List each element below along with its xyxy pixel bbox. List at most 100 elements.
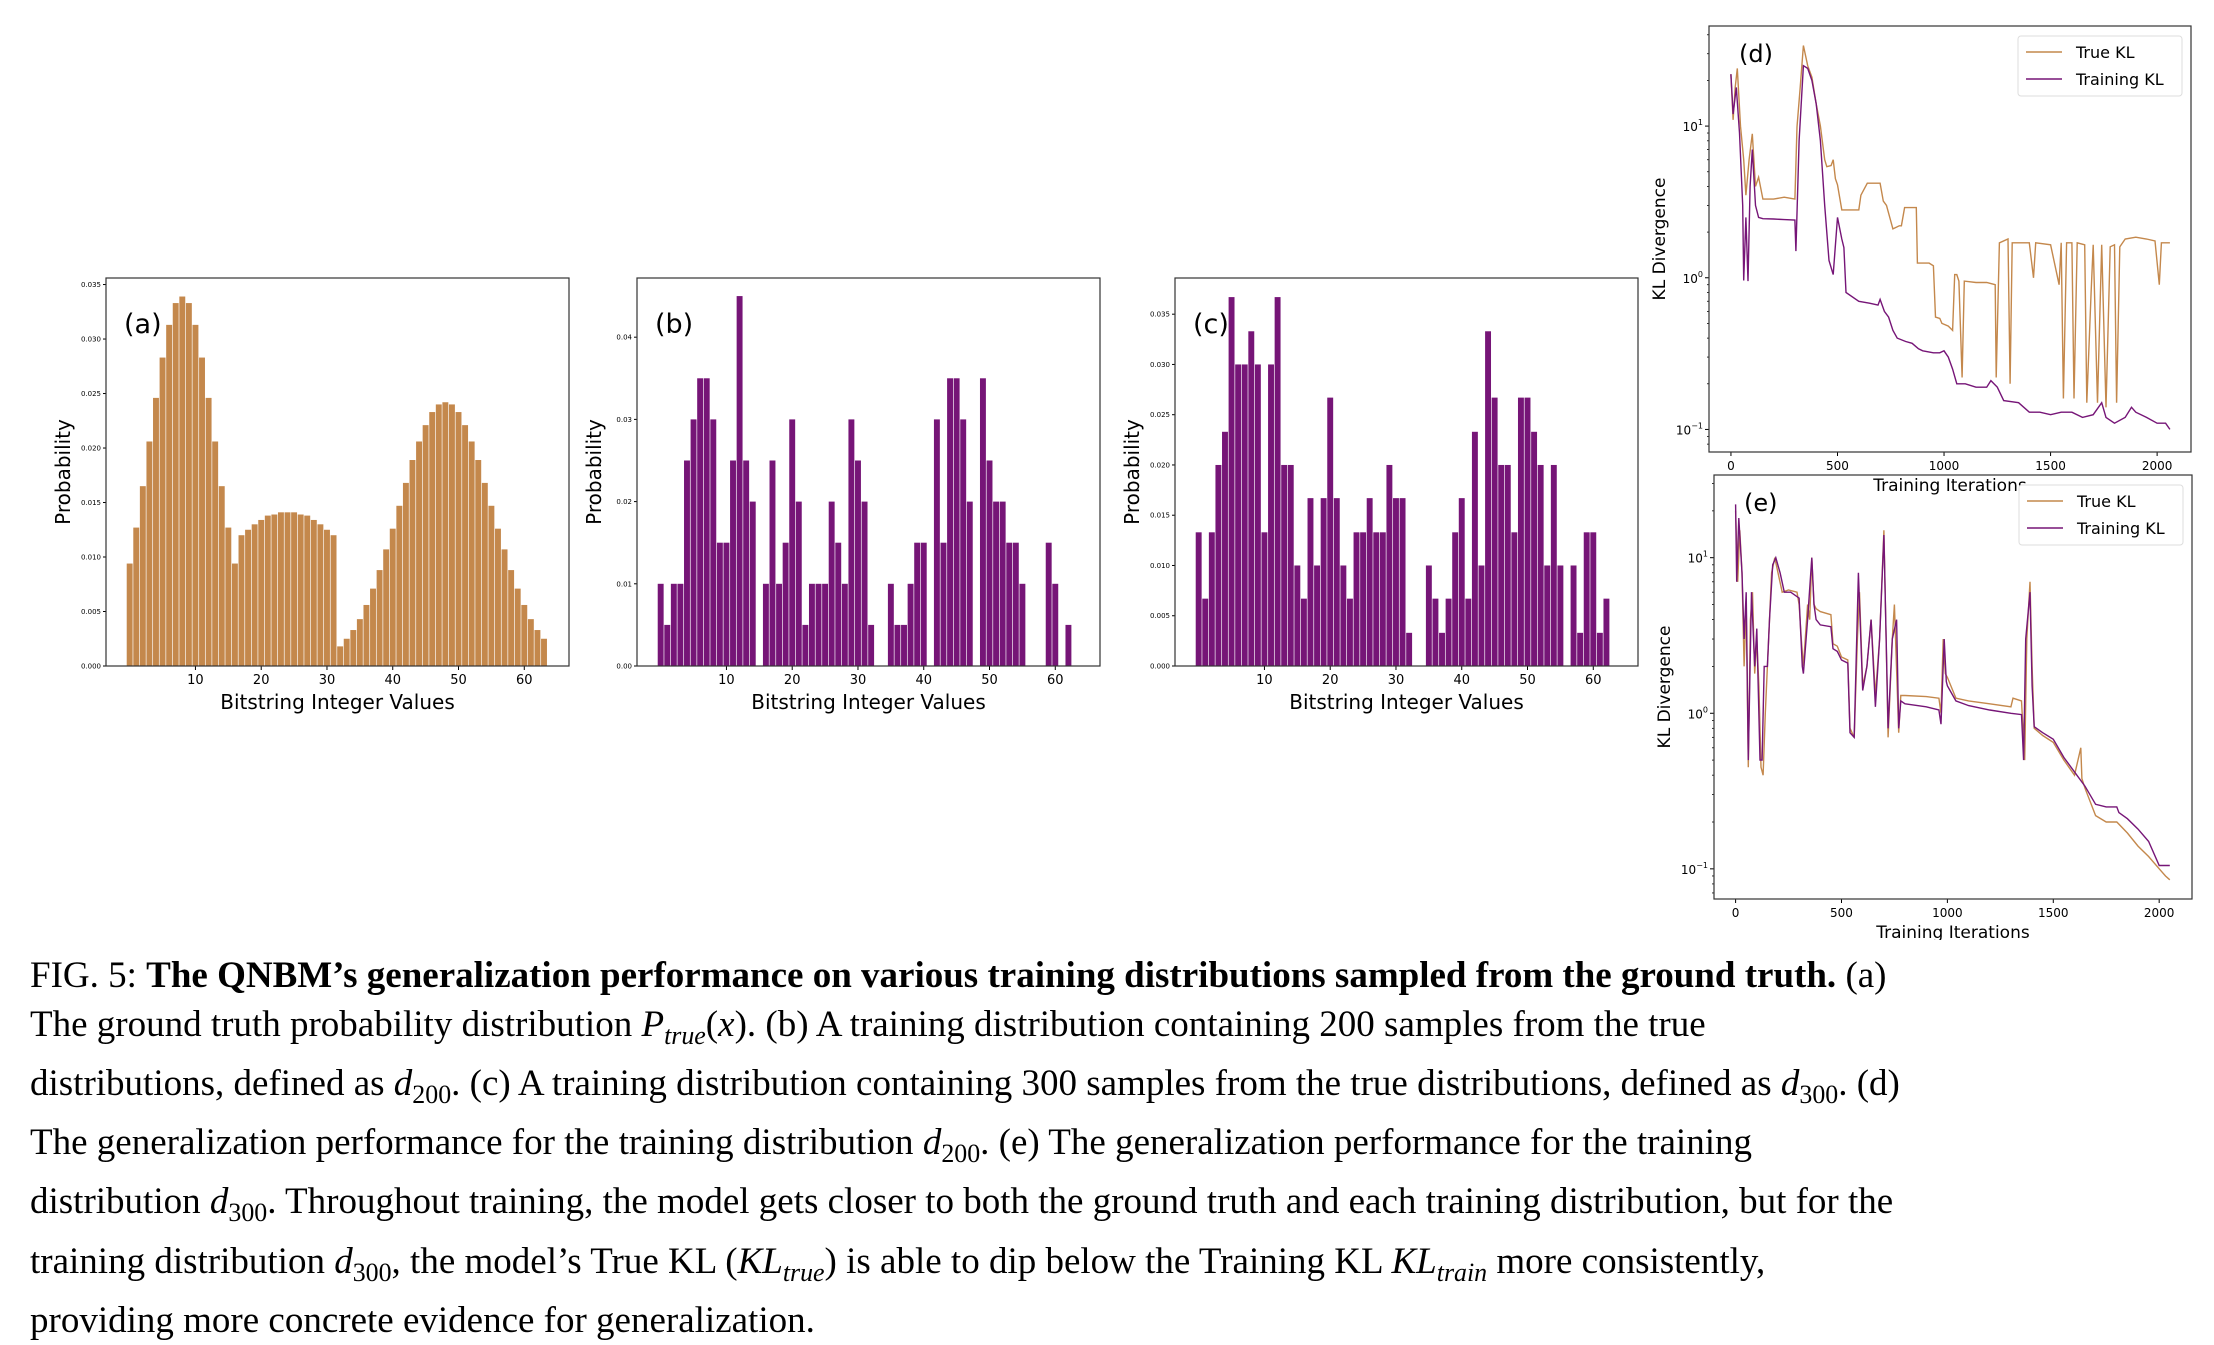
bar [1281, 464, 1288, 666]
bar [1241, 364, 1248, 666]
panel-label: (a) [124, 309, 162, 340]
legend-label: Training KL [2075, 70, 2164, 89]
bar [1504, 464, 1511, 666]
bar [736, 296, 743, 666]
bar [835, 542, 842, 666]
bar [1550, 464, 1557, 666]
bar [317, 524, 324, 666]
bar [684, 460, 690, 666]
bar [383, 549, 390, 666]
bar [979, 378, 986, 666]
bar [1452, 532, 1459, 666]
bar [960, 419, 967, 666]
legend: True KL Training KL [2018, 484, 2184, 546]
x-tick-label: 2000 [2144, 906, 2175, 920]
bar [1557, 565, 1564, 666]
bar [1583, 532, 1590, 666]
bar [284, 512, 291, 666]
legend-label: True KL [2075, 43, 2135, 62]
y-tick-label: 100 [1683, 270, 1703, 286]
bar [402, 482, 409, 666]
y-tick-label: 0.020 [81, 445, 101, 453]
bar [1228, 297, 1235, 666]
panel-label: (d) [1739, 40, 1773, 68]
y-tick-label: 0.000 [1150, 663, 1170, 671]
axes-frame [1713, 474, 2193, 900]
bar [1544, 565, 1551, 666]
bar [1445, 598, 1452, 666]
bar [218, 486, 225, 666]
x-tick-label: 60 [516, 673, 533, 688]
bar [953, 378, 960, 666]
series-line-true-kl [1730, 45, 2170, 408]
x-axis-label: Training Iterations [1872, 476, 2027, 496]
bar [245, 529, 252, 666]
x-tick-label: 500 [1826, 459, 1849, 473]
bar [841, 583, 848, 666]
caption-text: . (c) A training distribution containing… [451, 1062, 1781, 1104]
chart-panel-e: 10−1 100 101 0 500 1000 1500 2000 Training Itera… [1655, 474, 2193, 940]
bar [1406, 632, 1413, 666]
x-tick-label: 50 [1519, 673, 1536, 688]
bar [1294, 565, 1301, 666]
x-axis-label: Bitstring Integer Values [1289, 690, 1524, 714]
bar [1373, 532, 1380, 666]
y-tick-label: 0.020 [1150, 461, 1170, 469]
panel-label: (e) [1744, 489, 1778, 517]
x-tick-label: 30 [1388, 673, 1405, 688]
bar [501, 549, 508, 666]
bar [199, 357, 205, 666]
bar [986, 460, 993, 666]
y-tick-label: 0.000 [81, 663, 101, 671]
x-tick-label: 60 [1047, 673, 1064, 688]
bar [762, 583, 769, 666]
y-axis-label: KL Divergence [1650, 178, 1670, 301]
y-tick-label: 0.015 [1150, 512, 1170, 520]
legend-label: Training KL [2076, 519, 2165, 538]
bar [1052, 583, 1059, 666]
bar [139, 486, 146, 666]
bar [166, 324, 173, 666]
bar [337, 646, 344, 666]
bar [664, 624, 671, 666]
legend-box [2018, 484, 2184, 546]
bar [947, 378, 954, 666]
bar [1215, 464, 1222, 666]
bar [429, 412, 436, 666]
math-subscript: 200 [412, 1079, 452, 1109]
math-symbol: d [922, 1122, 942, 1164]
bar [940, 542, 947, 666]
bar [363, 604, 370, 666]
caption-line: The generalization performance for the t… [30, 1119, 1900, 1178]
bar [914, 542, 921, 666]
bar [304, 515, 311, 666]
bar [697, 378, 704, 666]
bar [901, 624, 907, 666]
bar [159, 357, 166, 666]
y-tick-label: 10−1 [1676, 421, 1703, 437]
math-subscript: true [664, 1020, 706, 1050]
bar [1393, 498, 1399, 666]
bar [1202, 598, 1209, 666]
bar [205, 397, 212, 666]
bar [894, 624, 901, 666]
y-tick-label: 0.010 [81, 554, 101, 562]
caption-line: training distribution d300, the model’s … [30, 1238, 1900, 1297]
bar [1491, 397, 1498, 666]
bar [920, 542, 927, 666]
y-tick-label: 0.030 [81, 336, 101, 344]
caption-text: . Throughout training, the model gets cl… [267, 1181, 1894, 1223]
bar [716, 542, 723, 666]
math-symbol: P [641, 1003, 665, 1045]
axes-frame [1174, 277, 1639, 667]
bar [1353, 532, 1360, 666]
caption-text: The generalization performance for the t… [30, 1122, 923, 1164]
bar [1006, 542, 1013, 666]
y-tick-label: 100 [1688, 705, 1708, 721]
math-symbol: KL [1391, 1240, 1437, 1282]
x-axis-label: Bitstring Integer Values [220, 690, 455, 714]
y-tick-label: 0.005 [1150, 612, 1170, 620]
bar [1537, 464, 1544, 666]
bar [1268, 364, 1274, 666]
bar [389, 528, 396, 666]
